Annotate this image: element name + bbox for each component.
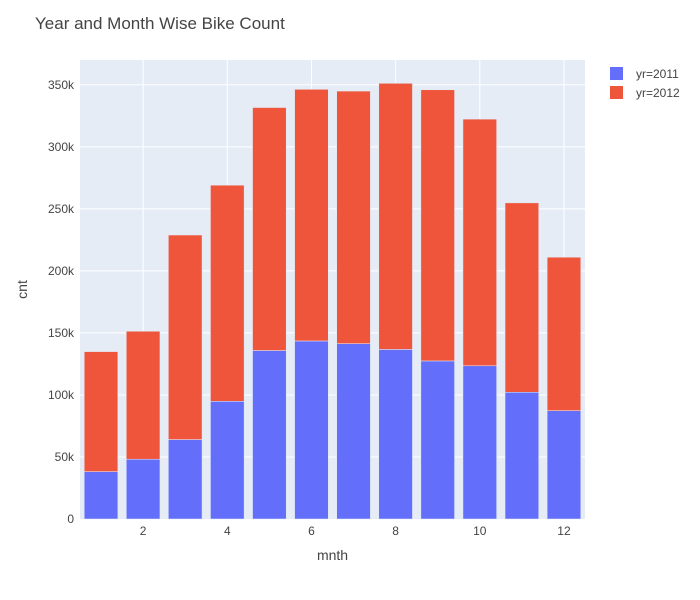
bar-2012[interactable] bbox=[210, 184, 245, 402]
bar-2011[interactable] bbox=[504, 392, 539, 520]
bar-2011[interactable] bbox=[210, 401, 245, 520]
x-axis-title: mnth bbox=[317, 547, 348, 563]
y-axis-title: cnt bbox=[14, 280, 30, 299]
bar-2012[interactable] bbox=[378, 83, 413, 350]
bar-2011[interactable] bbox=[168, 439, 203, 520]
y-tick-label: 100k bbox=[48, 388, 75, 402]
x-tick-label: 10 bbox=[473, 524, 487, 538]
bar-2011[interactable] bbox=[252, 350, 287, 520]
bar-2011[interactable] bbox=[420, 360, 455, 520]
bar-2011[interactable] bbox=[83, 471, 119, 520]
x-tick-label: 8 bbox=[392, 524, 399, 538]
y-tick-label: 350k bbox=[48, 78, 75, 92]
x-tick-label: 2 bbox=[140, 524, 147, 538]
bar-2012[interactable] bbox=[252, 107, 287, 351]
y-tick-label: 150k bbox=[48, 326, 75, 340]
bar-2012[interactable] bbox=[126, 330, 161, 460]
bar-2012[interactable] bbox=[83, 351, 119, 472]
bar-2012[interactable] bbox=[336, 90, 371, 344]
legend[interactable]: yr=2011 yr=2012 bbox=[610, 67, 680, 100]
y-tick-label: 0 bbox=[67, 512, 74, 526]
x-tick-label: 12 bbox=[557, 524, 571, 538]
y-tick-label: 200k bbox=[48, 264, 75, 278]
bar-2011[interactable] bbox=[336, 343, 371, 520]
legend-label[interactable]: yr=2011 bbox=[636, 67, 679, 81]
y-tick-label: 300k bbox=[48, 140, 75, 154]
y-tick-label: 50k bbox=[55, 450, 75, 464]
x-tick-label: 6 bbox=[308, 524, 315, 538]
bar-2012[interactable] bbox=[294, 89, 329, 342]
bar-2011[interactable] bbox=[378, 349, 413, 520]
bar-2012[interactable] bbox=[504, 202, 539, 393]
chart-title: Year and Month Wise Bike Count bbox=[35, 14, 285, 33]
bar-2012[interactable] bbox=[420, 89, 455, 362]
legend-swatch[interactable] bbox=[610, 86, 623, 99]
x-axis-ticks: 2 4 6 8 10 12 bbox=[140, 524, 571, 538]
legend-swatch[interactable] bbox=[610, 67, 623, 80]
legend-label[interactable]: yr=2012 bbox=[636, 86, 680, 100]
y-axis-ticks: 0 50k 100k 150k 200k 250k 300k 350k bbox=[48, 78, 75, 526]
x-tick-label: 4 bbox=[224, 524, 231, 538]
bar-2011[interactable] bbox=[294, 340, 329, 520]
plot-background bbox=[80, 60, 585, 519]
bar-2012[interactable] bbox=[462, 118, 497, 367]
bars[interactable] bbox=[83, 83, 582, 520]
bar-2011[interactable] bbox=[126, 458, 161, 520]
bar-2011[interactable] bbox=[462, 365, 497, 520]
y-tick-label: 250k bbox=[48, 202, 75, 216]
bar-2011[interactable] bbox=[546, 410, 582, 520]
bar-2012[interactable] bbox=[168, 234, 203, 440]
bar-2012[interactable] bbox=[546, 256, 582, 411]
